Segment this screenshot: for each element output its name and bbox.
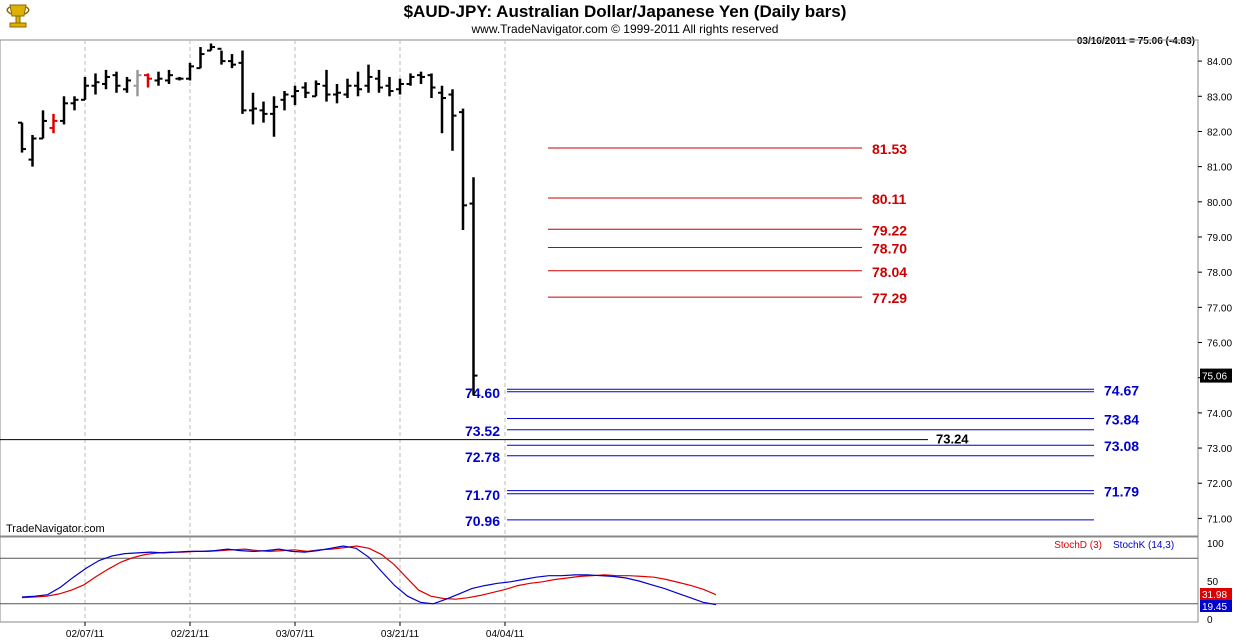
resistance-label: 79.22 xyxy=(872,222,907,238)
price-tick-label: 71.00 xyxy=(1207,514,1232,525)
support-label-right: 73.08 xyxy=(1104,438,1139,454)
price-tick-label: 77.00 xyxy=(1207,303,1232,314)
price-panel-frame xyxy=(0,39,1199,537)
support-label-left: 72.78 xyxy=(465,449,500,465)
stoch-d-value: 31.98 xyxy=(1202,590,1227,601)
stoch-k-line xyxy=(21,545,717,606)
resistance-label: 81.53 xyxy=(872,141,907,157)
price-tick-label: 74.00 xyxy=(1207,409,1232,420)
stoch-d-value-box xyxy=(1200,588,1232,600)
resistance-label: 78.70 xyxy=(872,241,907,257)
stoch-tick-label: 0 xyxy=(1207,615,1213,626)
support-label-right: 71.79 xyxy=(1104,484,1139,500)
price-tick-label: 78.00 xyxy=(1207,268,1232,279)
support-label-left: 74.60 xyxy=(465,385,500,401)
support-label-left: 70.96 xyxy=(465,513,500,529)
stoch-panel-frame xyxy=(0,536,1199,623)
stoch-k-value-box xyxy=(1200,600,1232,612)
resistance-label: 77.29 xyxy=(872,290,907,306)
stoch-k-legend: StochK (14,3) xyxy=(1113,540,1174,551)
price-tick-label: 72.00 xyxy=(1207,479,1232,490)
price-tick-label: 82.00 xyxy=(1207,127,1232,138)
support-label-left: 73.52 xyxy=(465,423,500,439)
stoch-d-legend: StochD (3) xyxy=(1054,540,1102,551)
stoch-tick-label: 100 xyxy=(1207,539,1224,550)
price-tick-label: 76.00 xyxy=(1207,339,1232,350)
price-tick-label: 73.00 xyxy=(1207,444,1232,455)
last-price-box xyxy=(1200,368,1232,383)
support-label-right: 74.67 xyxy=(1104,382,1139,398)
price-tick-label: 79.00 xyxy=(1207,233,1232,244)
support-label-left: 71.70 xyxy=(465,487,500,503)
date-label: 02/07/11 xyxy=(66,629,105,640)
date-label: 03/21/11 xyxy=(381,629,420,640)
resistance-label: 80.11 xyxy=(872,191,906,207)
last-quote: 03/16/2011 = 75.06 (-4.83) xyxy=(1076,36,1195,47)
price-tick-label: 83.00 xyxy=(1207,92,1232,103)
resistance-label: 78.04 xyxy=(872,264,907,280)
support-label-right: 73.84 xyxy=(1104,412,1139,428)
chart-title: $AUD-JPY: Australian Dollar/Japanese Yen… xyxy=(403,2,847,21)
chart-subtitle: www.TradeNavigator.com © 1999-2011 All r… xyxy=(471,22,779,36)
date-label: 02/21/11 xyxy=(171,629,210,640)
trade-navigator-logo xyxy=(6,4,30,28)
stoch-k-value: 19.45 xyxy=(1202,602,1227,613)
target-label: 73.24 xyxy=(936,432,969,447)
date-label: 04/04/11 xyxy=(486,629,525,640)
stoch-tick-label: 50 xyxy=(1207,577,1219,588)
last-price-label: 75.06 xyxy=(1202,372,1227,383)
price-tick-label: 81.00 xyxy=(1207,163,1232,174)
price-tick-label: 80.00 xyxy=(1207,198,1232,209)
watermark: TradeNavigator.com xyxy=(6,523,105,535)
price-tick-label: 84.00 xyxy=(1207,57,1232,68)
date-label: 03/07/11 xyxy=(276,629,315,640)
